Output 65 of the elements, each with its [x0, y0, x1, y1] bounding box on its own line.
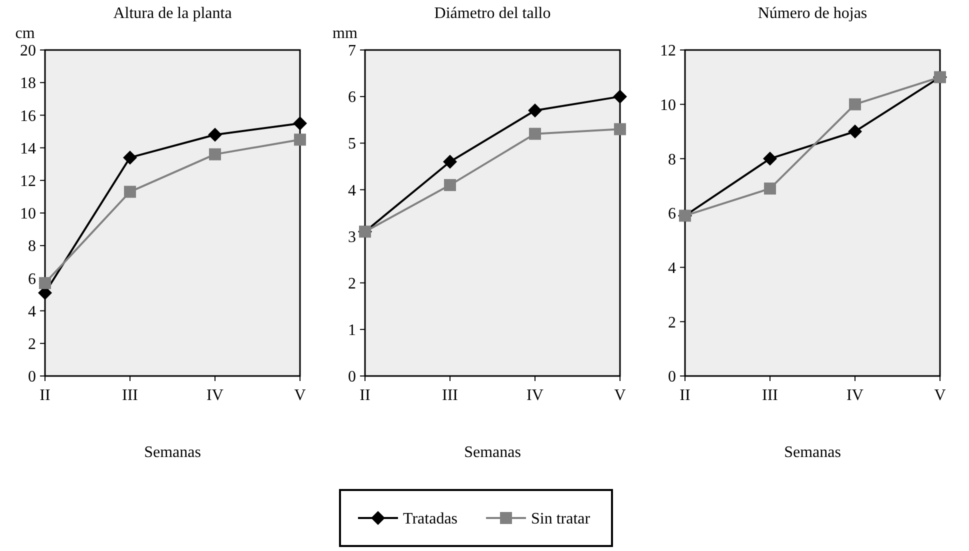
y-tick-label: 10	[20, 206, 36, 223]
x-tick-label: II	[360, 387, 370, 404]
chart-title: Altura de la planta	[113, 5, 232, 22]
y-tick-label: 16	[20, 108, 36, 125]
y-tick-label: 0	[28, 368, 36, 386]
x-tick-label: IV	[206, 387, 224, 404]
legend-label: Sin tratar	[531, 510, 591, 528]
y-axis-title: mm	[332, 25, 358, 42]
y-tick-label: 8	[28, 238, 36, 256]
point	[528, 104, 542, 118]
x-tick-label: V	[294, 387, 306, 404]
x-tick-label: V	[934, 387, 946, 404]
y-tick-label: 4	[348, 182, 356, 200]
x-tick-label: II	[40, 387, 50, 404]
y-tick-label: 7	[348, 42, 356, 60]
point	[39, 277, 51, 290]
y-tick-label: 20	[20, 42, 36, 60]
point	[614, 123, 626, 136]
y-tick-label: 18	[20, 75, 36, 92]
y-tick-label: 12	[660, 42, 676, 60]
y-tick-label: 1	[348, 322, 356, 340]
y-tick-label: 3	[348, 228, 356, 246]
point	[293, 116, 307, 130]
chart-title: Diámetro del tallo	[434, 5, 551, 22]
y-tick-label: 8	[668, 151, 676, 168]
y-tick-label: 4	[668, 260, 676, 277]
y-tick-label: 5	[348, 136, 356, 153]
y-axis-title: cm	[15, 25, 36, 42]
y-tick-label: 6	[668, 206, 676, 223]
y-tick-label: 4	[28, 303, 36, 320]
point	[294, 134, 306, 146]
chart-title: Número de hojas	[758, 5, 868, 22]
x-tick-label: III	[762, 387, 778, 404]
point	[529, 128, 541, 140]
x-axis-title: Semanas	[464, 444, 521, 461]
x-tick-label: IV	[526, 387, 544, 404]
point	[444, 179, 456, 192]
y-tick-label: 10	[660, 96, 676, 114]
y-tick-label: 12	[20, 173, 36, 190]
point	[613, 90, 627, 104]
point	[124, 186, 136, 198]
point	[208, 128, 222, 142]
point	[849, 98, 861, 110]
y-tick-label: 0	[348, 368, 356, 386]
x-axis-title: Semanas	[144, 444, 201, 461]
point	[209, 148, 221, 160]
x-tick-label: V	[614, 387, 626, 404]
point	[763, 152, 777, 166]
x-axis-title: Semanas	[784, 444, 841, 461]
point	[123, 150, 137, 165]
point	[764, 182, 776, 195]
point	[848, 124, 862, 138]
y-tick-label: 2	[348, 275, 356, 292]
y-tick-label: 6	[348, 89, 356, 106]
y-tick-label: 2	[28, 336, 36, 353]
y-tick-label: 14	[20, 140, 36, 158]
y-tick-label: 6	[28, 270, 36, 288]
x-tick-label: II	[680, 387, 690, 404]
x-tick-label: III	[442, 387, 458, 404]
legend-label: Tratadas	[403, 510, 458, 528]
x-tick-label: IV	[846, 387, 864, 404]
y-tick-label: 2	[668, 314, 676, 332]
point	[443, 154, 457, 169]
x-tick-label: III	[122, 387, 138, 404]
y-tick-label: 0	[668, 368, 676, 386]
